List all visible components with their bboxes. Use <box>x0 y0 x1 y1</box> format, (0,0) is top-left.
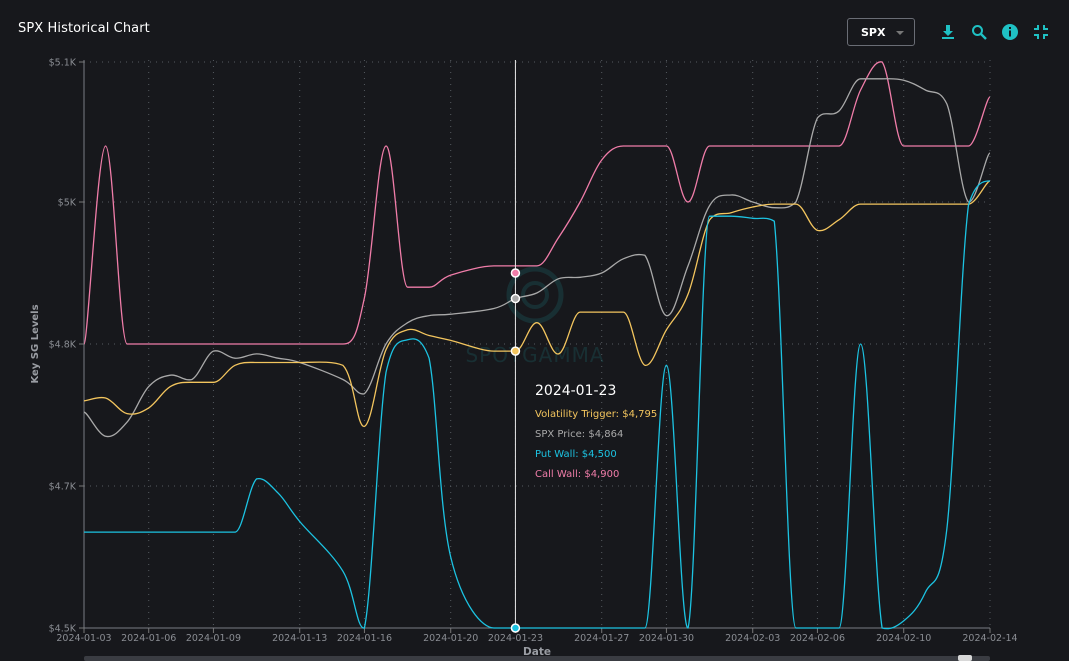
symbol-select-value: SPX <box>861 25 886 39</box>
y-axis-label: Key SG Levels <box>30 304 41 383</box>
chart-series <box>83 61 991 630</box>
y-tick-label: $5.1K <box>49 58 77 69</box>
spotgamma-watermark: SPOTGAMMA <box>465 266 604 367</box>
collapse-icon <box>1034 25 1048 39</box>
chart-tooltip: 2024-01-23 Volatility Trigger: $4,795 SP… <box>535 383 657 489</box>
y-tick-label: $4.5K <box>49 624 77 635</box>
series-call-wall <box>83 61 991 345</box>
y-tick-label: $4.7K <box>49 482 77 493</box>
chevron-down-icon <box>896 31 904 35</box>
x-tick-label: 2024-01-30 <box>639 633 694 644</box>
info-icon <box>1002 24 1018 40</box>
series-put-wall <box>84 180 991 630</box>
x-tick-label: 2024-01-09 <box>186 633 241 644</box>
x-tick-label: 2024-01-20 <box>423 633 478 644</box>
chart-scrollbar-handle[interactable] <box>958 655 972 661</box>
tooltip-date: 2024-01-23 <box>535 383 617 399</box>
watermark-logo <box>506 266 564 324</box>
marker-call-wall <box>510 268 521 278</box>
series-volatility-trigger <box>83 180 991 428</box>
tooltip-call-wall: Call Wall: $4,900 <box>535 469 620 480</box>
download-icon <box>942 25 954 39</box>
watermark-text: SPOTGAMMA <box>465 343 604 367</box>
symbol-select[interactable]: SPX <box>847 18 915 46</box>
hover-cursor <box>510 60 521 633</box>
x-tick-label: 2024-01-16 <box>337 633 392 644</box>
x-tick-label: 2024-02-14 <box>962 633 1017 644</box>
chart-scrollbar[interactable] <box>84 656 990 661</box>
x-tick-label: 2024-02-03 <box>725 633 780 644</box>
y-tick-label: $4.8K <box>49 340 77 351</box>
y-tick-label: $5K <box>58 198 77 209</box>
x-tick-label: 2024-01-23 <box>488 633 543 644</box>
tooltip-put-wall: Put Wall: $4,500 <box>535 449 617 460</box>
info-button[interactable] <box>1000 22 1020 42</box>
x-axis-label: Date <box>523 646 551 658</box>
download-button[interactable] <box>938 22 958 42</box>
series-spx-price <box>83 78 991 438</box>
tooltip-spx-price: SPX Price: $4,864 <box>535 429 624 440</box>
chart-toolbar: SPX <box>847 17 1051 47</box>
x-tick-label: 2024-01-03 <box>56 633 111 644</box>
x-tick-label: 2024-01-06 <box>121 633 176 644</box>
x-tick-label: 2024-02-10 <box>876 633 931 644</box>
x-tick-label: 2024-01-13 <box>272 633 327 644</box>
chart-title: SPX Historical Chart <box>18 21 150 36</box>
marker-spx-price <box>510 293 521 304</box>
marker-volatility-trigger <box>510 346 521 356</box>
tooltip-volatility-trigger: Volatility Trigger: $4,795 <box>535 409 658 420</box>
zoom-button[interactable] <box>969 22 989 42</box>
marker-put-wall <box>510 623 521 633</box>
zoom-icon <box>972 25 987 40</box>
x-tick-label: 2024-01-27 <box>574 633 629 644</box>
x-tick-label: 2024-02-06 <box>790 633 845 644</box>
collapse-button[interactable] <box>1031 22 1051 42</box>
watermark-logo-inner <box>521 281 549 309</box>
